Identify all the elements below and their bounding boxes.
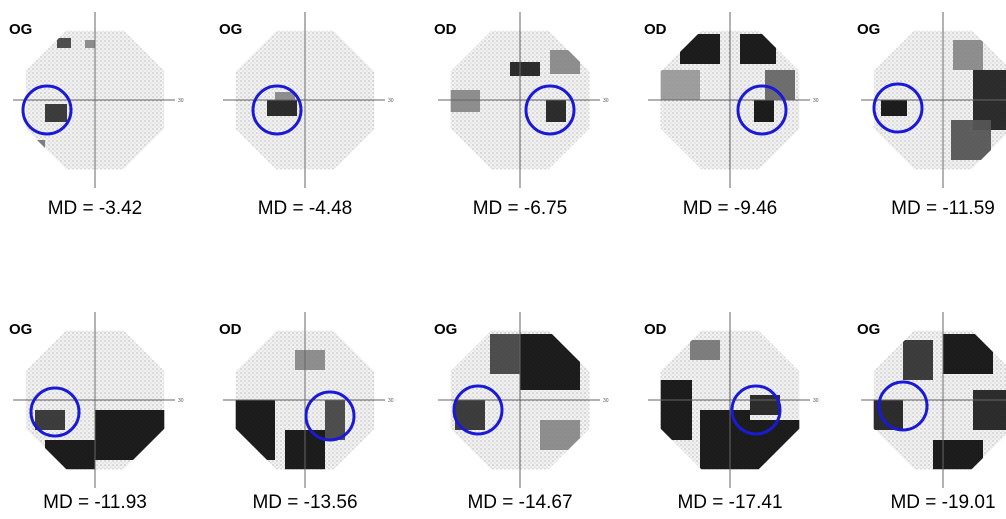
defect-patch bbox=[35, 140, 45, 154]
md-label: MD = -17.41 bbox=[677, 492, 782, 513]
defect-map bbox=[660, 340, 800, 470]
highlight-circle bbox=[452, 384, 504, 436]
defect-map bbox=[267, 92, 297, 116]
defect-patch bbox=[85, 40, 95, 48]
defect-patch bbox=[700, 410, 750, 470]
visual-field-panel: 30 OG MD = -4.48 bbox=[219, 12, 394, 219]
eye-label: OG bbox=[9, 21, 32, 38]
defect-patch bbox=[951, 120, 991, 160]
axis-end-label: 30 bbox=[603, 398, 609, 404]
defect-patch bbox=[943, 334, 993, 374]
defect-patch bbox=[754, 100, 774, 122]
defect-patch bbox=[750, 420, 800, 470]
eye-label: OD bbox=[644, 21, 667, 38]
highlight-circle bbox=[872, 82, 924, 134]
defect-patch bbox=[973, 390, 1006, 430]
highlight-circle bbox=[730, 384, 782, 436]
eye-label: OD bbox=[219, 321, 242, 338]
defect-patch bbox=[95, 410, 165, 460]
defect-patch bbox=[275, 92, 295, 100]
defect-map bbox=[455, 334, 580, 450]
defect-patch bbox=[295, 350, 325, 370]
eye-label: OD bbox=[644, 321, 667, 338]
defect-patch bbox=[490, 334, 520, 374]
defect-patch bbox=[520, 334, 580, 390]
defect-patch bbox=[45, 104, 67, 122]
highlight-circle bbox=[524, 84, 576, 136]
eye-label: OG bbox=[857, 321, 880, 338]
defect-patch bbox=[57, 38, 71, 48]
md-label: MD = -3.42 bbox=[48, 198, 143, 219]
highlight-circle bbox=[877, 380, 929, 432]
eye-label: OG bbox=[857, 21, 880, 38]
highlight-circle bbox=[736, 84, 788, 136]
axis-end-label: 30 bbox=[813, 398, 819, 404]
defect-map bbox=[873, 334, 1006, 470]
md-label: MD = -11.93 bbox=[43, 492, 147, 513]
visual-field-panel: 30 OD MD = -17.41 bbox=[644, 312, 819, 513]
md-label: MD = -6.75 bbox=[473, 198, 568, 219]
highlight-circle bbox=[21, 84, 73, 136]
defect-patch bbox=[680, 34, 720, 64]
visual-field-panel: 30 OG MD = -3.42 bbox=[9, 12, 184, 219]
defect-patch bbox=[35, 410, 65, 430]
axis-end-label: 30 bbox=[813, 98, 819, 104]
visual-field-panel: 30 OG MD = -14.67 bbox=[434, 312, 609, 513]
defect-patch bbox=[660, 380, 692, 440]
defect-patch bbox=[740, 34, 776, 64]
visual-field-panel: 30 OD MD = -9.46 bbox=[644, 12, 819, 219]
eye-label: OG bbox=[434, 321, 457, 338]
visual-field-panel: 30 OD MD = -13.56 bbox=[219, 312, 394, 513]
defect-patch bbox=[881, 100, 907, 116]
md-label: MD = -4.48 bbox=[258, 198, 353, 219]
eye-label: OG bbox=[9, 321, 32, 338]
axis-end-label: 30 bbox=[178, 98, 184, 104]
md-label: MD = -11.59 bbox=[891, 198, 995, 219]
defect-patch bbox=[546, 100, 566, 122]
defect-patch bbox=[325, 400, 345, 440]
highlight-circle bbox=[29, 386, 81, 438]
defect-patch bbox=[235, 400, 275, 460]
md-label: MD = -14.67 bbox=[467, 492, 572, 513]
axis-end-label: 30 bbox=[178, 398, 184, 404]
eye-label: OD bbox=[434, 21, 457, 38]
visual-field-panel: 30 OG MD = -11.93 bbox=[9, 312, 184, 513]
defect-patch bbox=[660, 70, 700, 100]
highlight-circle bbox=[304, 390, 356, 442]
highlight-circle bbox=[251, 84, 303, 136]
defect-patch bbox=[540, 420, 580, 450]
defect-patch bbox=[510, 62, 540, 76]
defect-patch bbox=[933, 440, 983, 470]
defect-patch bbox=[690, 340, 720, 360]
axis-end-label: 30 bbox=[603, 98, 609, 104]
eye-label: OG bbox=[219, 21, 242, 38]
defect-patch bbox=[450, 90, 480, 112]
axis-end-label: 30 bbox=[388, 98, 394, 104]
defect-patch bbox=[550, 50, 580, 74]
visual-field-panel: 30 OD MD = -6.75 bbox=[434, 12, 609, 219]
md-label: MD = -9.46 bbox=[683, 198, 778, 219]
defect-patch bbox=[45, 440, 95, 470]
md-label: MD = -19.01 bbox=[890, 492, 995, 513]
defect-patch bbox=[267, 100, 297, 116]
defect-patch bbox=[903, 340, 933, 380]
md-label: MD = -13.56 bbox=[252, 492, 357, 513]
axis-end-label: 30 bbox=[388, 398, 394, 404]
defect-patch bbox=[953, 40, 983, 70]
